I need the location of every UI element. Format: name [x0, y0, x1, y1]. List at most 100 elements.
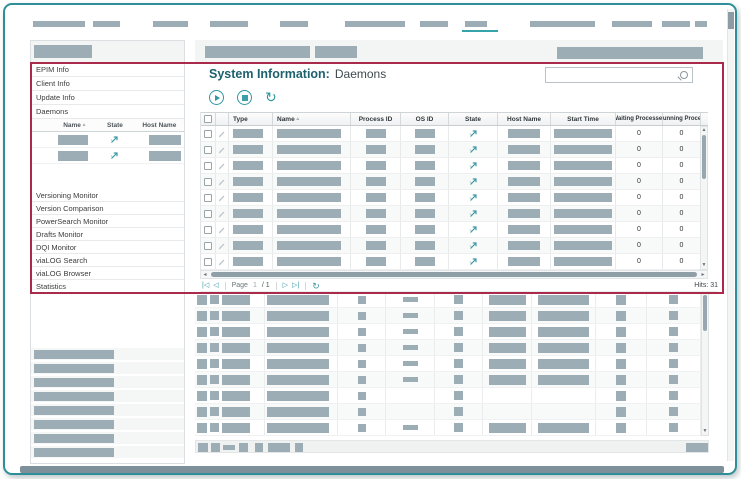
- row-checkbox[interactable]: [204, 162, 212, 170]
- row-checkbox[interactable]: [204, 210, 212, 218]
- sidebar-nav-item[interactable]: Client Info: [31, 77, 184, 91]
- sidebar-nav-item[interactable]: PowerSearch Monitor: [31, 215, 184, 228]
- lower-table-row[interactable]: [195, 324, 701, 340]
- sidebar-nav-item[interactable]: DQI Monitor: [31, 241, 184, 254]
- col-os-id[interactable]: OS ID: [401, 113, 449, 125]
- sidebar-redacted-row[interactable]: [31, 404, 184, 418]
- search-input[interactable]: [546, 69, 680, 81]
- sidebar-nav-item[interactable]: EPIM Info: [31, 63, 184, 77]
- lower-table-row[interactable]: [195, 388, 701, 404]
- redacted-tab[interactable]: [205, 46, 310, 58]
- last-page-button[interactable]: ▷|: [292, 281, 299, 291]
- sidebar-nav-item[interactable]: viaLOG Search: [31, 254, 184, 267]
- table-vscrollbar-thumb[interactable]: [702, 135, 706, 179]
- redacted-tab[interactable]: [315, 46, 357, 58]
- sidebar-nav-item[interactable]: viaLOG Browser: [31, 267, 184, 280]
- refresh-list-button[interactable]: ↻: [312, 281, 320, 291]
- col-waiting-processes[interactable]: Waiting Processes: [616, 113, 663, 125]
- sidebar-redacted-row[interactable]: [31, 390, 184, 404]
- lower-table-row[interactable]: [195, 420, 701, 436]
- scroll-left-arrow[interactable]: ◂: [201, 271, 209, 279]
- daemon-table-row[interactable]: 0 0: [201, 190, 708, 206]
- redacted-menu-item[interactable]: [662, 21, 690, 27]
- col-host-name[interactable]: Host Name: [498, 113, 551, 125]
- lower-table-row[interactable]: [195, 404, 701, 420]
- row-checkbox[interactable]: [204, 258, 212, 266]
- row-checkbox[interactable]: [204, 242, 212, 250]
- sidebar-nav-item[interactable]: Drafts Monitor: [31, 228, 184, 241]
- previous-page-button[interactable]: ◁: [213, 281, 218, 291]
- redacted-menu-item[interactable]: [612, 21, 652, 27]
- daemon-table-row[interactable]: 0 0: [201, 238, 708, 254]
- row-checkbox[interactable]: [204, 194, 212, 202]
- lower-table-row[interactable]: [195, 308, 701, 324]
- redacted-control[interactable]: [223, 445, 235, 450]
- row-checkbox[interactable]: [204, 146, 212, 154]
- row-detail-icon[interactable]: [218, 210, 226, 218]
- sort-ascending-icon[interactable]: ▵: [83, 122, 86, 128]
- sidebar-redacted-row[interactable]: [31, 418, 184, 432]
- first-page-button[interactable]: |◁: [202, 281, 209, 291]
- daemon-table-row[interactable]: 0 0: [201, 174, 708, 190]
- lower-table-vertical-scrollbar[interactable]: ▼: [701, 292, 709, 436]
- redacted-menu-item[interactable]: [345, 21, 405, 27]
- search-box[interactable]: [545, 67, 693, 83]
- table-horizontal-scrollbar[interactable]: ◂ ▸: [200, 270, 708, 279]
- daemon-list-row[interactable]: [31, 148, 184, 164]
- redacted-menu-item[interactable]: [93, 21, 120, 27]
- col-process-id[interactable]: Process ID: [351, 113, 401, 125]
- redacted-control[interactable]: [239, 443, 248, 452]
- row-detail-icon[interactable]: [218, 162, 226, 170]
- sidebar-redacted-row[interactable]: [31, 376, 184, 390]
- lower-table-row[interactable]: [195, 340, 701, 356]
- sidebar-redacted-row[interactable]: [31, 362, 184, 376]
- redacted-menu-item[interactable]: [280, 21, 308, 27]
- daemon-table-row[interactable]: 0 0: [201, 222, 708, 238]
- scroll-down-arrow[interactable]: ▼: [702, 428, 708, 435]
- sidebar-nav-item[interactable]: Versioning Monitor: [31, 189, 184, 202]
- redacted-tab[interactable]: [557, 47, 703, 59]
- col-name[interactable]: Name ▵: [273, 113, 351, 125]
- sidebar-nav-item[interactable]: Version Comparison: [31, 202, 184, 215]
- redacted-menu-item[interactable]: [695, 21, 707, 27]
- redacted-control[interactable]: [268, 443, 290, 452]
- row-checkbox[interactable]: [204, 130, 212, 138]
- scroll-right-arrow[interactable]: ▸: [699, 271, 707, 279]
- sidebar-nav-item[interactable]: Daemons: [31, 105, 184, 119]
- redacted-control[interactable]: [686, 443, 708, 452]
- row-checkbox[interactable]: [204, 226, 212, 234]
- daemon-table-row[interactable]: 0 0: [201, 158, 708, 174]
- row-detail-icon[interactable]: [218, 146, 226, 154]
- redacted-control[interactable]: [198, 443, 208, 452]
- daemon-table-row[interactable]: 0 0: [201, 126, 708, 142]
- page-scrollbar[interactable]: [727, 9, 734, 461]
- table-vertical-scrollbar[interactable]: ▲ ▼: [700, 126, 708, 270]
- select-all-checkbox[interactable]: [204, 115, 212, 123]
- lower-table-row[interactable]: [195, 356, 701, 372]
- row-detail-icon[interactable]: [218, 226, 226, 234]
- scroll-up-arrow[interactable]: ▲: [701, 127, 707, 134]
- search-icon[interactable]: [680, 71, 688, 79]
- redacted-menu-item[interactable]: [530, 21, 595, 27]
- col-running-processes[interactable]: Running Proces: [663, 113, 701, 125]
- next-page-button[interactable]: ▷: [283, 281, 288, 291]
- redacted-menu-item[interactable]: [153, 21, 188, 27]
- daemon-table-row[interactable]: 0 0: [201, 206, 708, 222]
- daemon-table-row[interactable]: 0 0: [201, 142, 708, 158]
- redacted-control[interactable]: [295, 443, 303, 452]
- daemon-list-row[interactable]: [31, 132, 184, 148]
- sidebar-nav-item[interactable]: Update Info: [31, 91, 184, 105]
- col-start-time[interactable]: Start Time: [551, 113, 616, 125]
- lower-table-row[interactable]: [195, 372, 701, 388]
- redacted-menu-item[interactable]: [33, 21, 85, 27]
- col-type[interactable]: Type: [229, 113, 273, 125]
- lower-table-row[interactable]: [195, 292, 701, 308]
- sidebar-redacted-row[interactable]: [31, 432, 184, 446]
- row-detail-icon[interactable]: [218, 258, 226, 266]
- redacted-control[interactable]: [211, 443, 220, 452]
- page-number-input[interactable]: 1: [253, 282, 257, 289]
- sidebar-redacted-row[interactable]: [31, 348, 184, 362]
- row-detail-icon[interactable]: [218, 194, 226, 202]
- table-hscrollbar-thumb[interactable]: [211, 272, 697, 277]
- refresh-button[interactable]: ↻: [265, 90, 277, 105]
